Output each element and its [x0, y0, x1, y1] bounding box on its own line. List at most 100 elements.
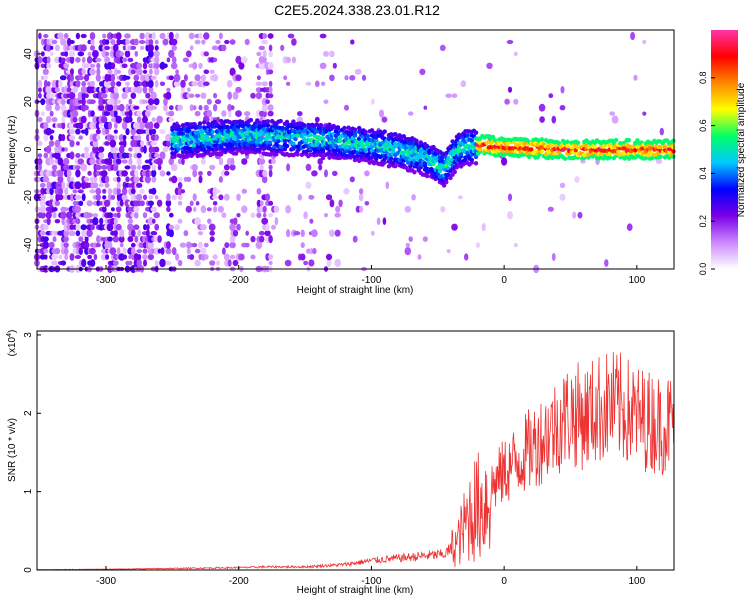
heatmap-cell	[393, 164, 398, 169]
heatmap-cell	[174, 224, 181, 231]
heatmap-cell	[147, 43, 154, 53]
heatmap-cell	[51, 164, 58, 171]
heatmap-cell	[78, 247, 84, 256]
heatmap-cell	[84, 234, 89, 244]
x-tick-label: -200	[229, 576, 249, 587]
heatmap-cell	[84, 247, 90, 255]
heatmap-cell	[439, 44, 446, 52]
heatmap-cell	[43, 79, 48, 88]
x-tick-label: 100	[628, 576, 645, 587]
y-tick-label: 3	[23, 332, 34, 338]
heatmap-cell	[105, 86, 109, 93]
heatmap-cell	[206, 98, 212, 105]
heatmap-cell	[268, 164, 273, 170]
heatmap-cell	[116, 99, 121, 104]
heatmap-cell	[264, 230, 271, 237]
heatmap-cell	[291, 38, 297, 46]
heatmap-cell	[209, 230, 215, 236]
heatmap-cell	[241, 205, 248, 214]
heatmap-cell	[645, 152, 651, 158]
heatmap-cell	[92, 213, 99, 218]
heatmap-cell	[40, 51, 45, 57]
heatmap-cell	[154, 223, 160, 231]
heatmap-cell	[151, 128, 157, 135]
heatmap-cell	[265, 123, 271, 128]
heatmap-cell	[66, 169, 72, 178]
heatmap-cell	[189, 200, 194, 207]
heatmap-cell	[156, 199, 163, 207]
heatmap-cell	[60, 104, 67, 112]
heatmap-cell	[334, 259, 342, 267]
heatmap-cell	[165, 247, 172, 255]
heatmap-cell	[43, 248, 49, 254]
heatmap-cell	[98, 152, 105, 159]
heatmap-cell	[128, 260, 133, 266]
heatmap-cell	[122, 45, 127, 51]
heatmap-cell	[334, 212, 342, 218]
heatmap-cell	[283, 75, 288, 81]
heatmap-cell	[198, 171, 203, 176]
heatmap-cell	[329, 50, 335, 58]
heatmap-cell	[43, 122, 49, 130]
heatmap-cell	[229, 223, 236, 231]
heatmap-cell	[96, 62, 101, 69]
heatmap-cell	[177, 104, 183, 111]
heatmap-cell	[633, 74, 638, 81]
heatmap-cell	[140, 146, 145, 153]
heatmap-cell	[121, 121, 128, 130]
heatmap-cell	[181, 158, 185, 165]
colorbar-tick-label: 0.6	[698, 119, 708, 132]
heatmap-cell	[48, 129, 55, 134]
heatmap-cell	[539, 116, 545, 123]
heatmap-cell	[194, 259, 201, 267]
heatmap-cell	[574, 176, 580, 183]
heatmap-cell	[64, 253, 69, 261]
heatmap-cell	[39, 182, 46, 188]
heatmap-cell	[256, 199, 262, 207]
heatmap-cell	[305, 81, 312, 86]
heatmap-cell	[344, 75, 349, 81]
heatmap-cell	[189, 104, 194, 112]
heatmap-cell	[54, 247, 61, 255]
heatmap-cell	[67, 80, 72, 88]
heatmap-cell	[212, 74, 219, 82]
heatmap-cell	[441, 183, 447, 188]
heatmap-cell	[121, 187, 128, 196]
heatmap-cell	[215, 189, 221, 194]
heatmap-cell	[160, 247, 165, 255]
heatmap-cell	[296, 116, 303, 123]
heatmap-cell	[58, 79, 63, 88]
heatmap-cell	[175, 32, 180, 40]
heatmap-cell	[72, 189, 78, 194]
heatmap-cell	[95, 193, 102, 201]
heatmap-cell	[37, 153, 43, 158]
snr-y-axis-label: SNR (10 * v/v)	[7, 418, 18, 482]
heatmap-cell	[363, 129, 368, 135]
colorbar-gradient	[711, 30, 738, 269]
heatmap-cell	[68, 122, 76, 129]
heatmap-cell	[259, 235, 265, 243]
heatmap-cell	[89, 32, 96, 40]
heatmap-cell	[425, 144, 430, 149]
heatmap-cell	[162, 38, 169, 46]
heatmap-cell	[81, 56, 86, 63]
heatmap-cell	[262, 175, 268, 184]
heatmap-cell	[139, 32, 145, 40]
heatmap-cell	[154, 260, 159, 266]
heatmap-cell	[529, 147, 534, 152]
heatmap-cell	[92, 50, 99, 58]
heatmap-cell	[233, 151, 239, 156]
heatmap-cell	[98, 183, 104, 188]
heatmap-cell	[125, 103, 130, 112]
heatmap-cell	[201, 253, 206, 261]
heatmap-cell	[385, 181, 390, 190]
heatmap-cell	[116, 212, 121, 219]
heatmap-cell	[425, 173, 430, 179]
heatmap-cell	[267, 93, 274, 99]
heatmap-cell	[43, 75, 49, 81]
heatmap-cell	[96, 67, 101, 76]
heatmap-cell	[66, 176, 72, 183]
heatmap-cell	[60, 260, 67, 266]
heatmap-cell	[81, 61, 86, 70]
heatmap-cell	[236, 223, 241, 231]
